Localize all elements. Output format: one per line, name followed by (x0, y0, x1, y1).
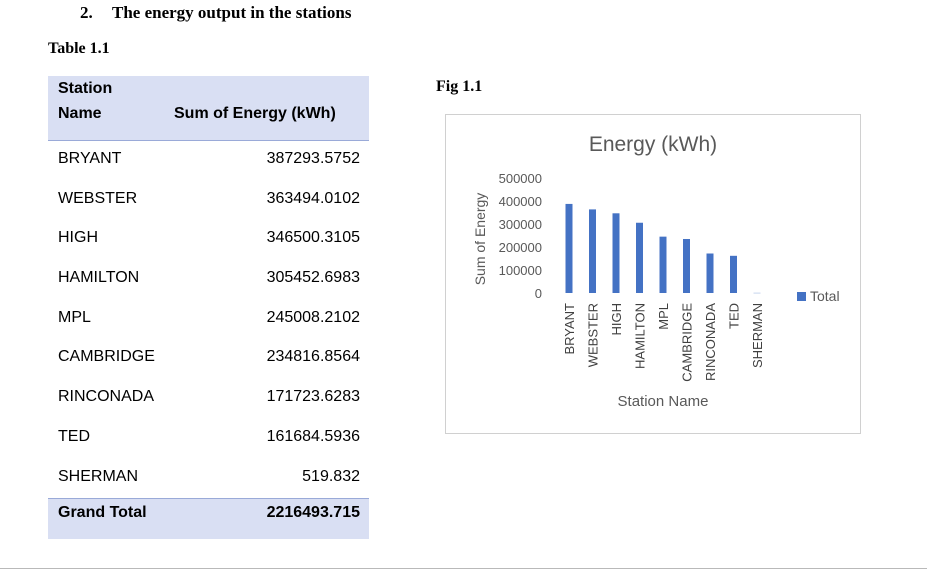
table-row: HAMILTON 305452.6983 (48, 260, 369, 300)
bar (730, 255, 737, 293)
y-tick-label: 100000 (499, 263, 542, 278)
energy-value-cell: 161684.5936 (266, 427, 360, 445)
y-axis-ticks: 0 100000 200000 300000 400000 500000 (499, 171, 542, 301)
y-tick-label: 300000 (499, 217, 542, 232)
station-name-cell: TED (58, 427, 90, 445)
station-name-header-line2: Name (58, 105, 102, 122)
station-name-cell: RINCONADA (58, 388, 155, 406)
x-tick-label: SHERMAN (750, 303, 765, 368)
figure-caption: Fig 1.1 (436, 78, 483, 95)
grand-total-row: Grand Total 2216493.715 (48, 498, 369, 540)
chart-title: Energy (kWh) (589, 133, 717, 156)
x-tick-label: RINCONADA (703, 303, 718, 381)
x-tick-label: BRYANT (562, 303, 577, 355)
legend-label: Total (810, 288, 840, 304)
station-name-cell: SHERMAN (58, 467, 139, 485)
station-name-cell: HAMILTON (58, 269, 140, 287)
table-row: BRYANT 387293.5752 (48, 141, 369, 181)
grand-total-label: Grand Total (58, 504, 147, 522)
station-name-cell: HIGH (58, 229, 98, 247)
y-tick-label: 200000 (499, 240, 542, 255)
energy-value-cell: 363494.0102 (266, 189, 360, 207)
table-row: WEBSTER 363494.0102 (48, 181, 369, 221)
x-tick-label: HAMILTON (633, 303, 648, 369)
table-row: RINCONADA 171723.6283 (48, 379, 369, 419)
page-bottom-rule (0, 568, 927, 569)
energy-value-cell: 519.832 (302, 467, 360, 485)
table-row: HIGH 346500.3105 (48, 220, 369, 260)
bar (706, 253, 714, 293)
legend-swatch (797, 292, 806, 301)
station-name-cell: CAMBRIDGE (58, 348, 155, 366)
station-name-cell: MPL (58, 308, 91, 326)
sum-of-energy-header: Sum of Energy (kWh) (174, 105, 336, 122)
y-tick-label: 400000 (499, 194, 542, 209)
chart-svg: Energy (kWh) Sum of Energy Station Name … (472, 133, 840, 410)
y-axis-label: Sum of Energy (472, 193, 488, 286)
pivot-table: Station Name Sum of Energy (kWh) BRYANT 3… (48, 76, 369, 540)
bars (565, 203, 761, 294)
energy-bar-chart: Energy (kWh) Sum of Energy Station Name … (445, 114, 861, 434)
bar (683, 238, 690, 293)
energy-value-cell: 245008.2102 (266, 308, 360, 326)
x-tick-label: WEBSTER (586, 303, 601, 367)
table-body: BRYANT 387293.5752 WEBSTER 363494.0102 HIGH 3… (48, 141, 369, 498)
section-title: The energy output in the stations (112, 3, 352, 22)
table-header: Station Name Sum of Energy (kWh) (48, 76, 369, 141)
bar (589, 209, 596, 293)
bar (636, 222, 643, 293)
chart-legend: Total (797, 288, 840, 304)
y-tick-label: 500000 (499, 171, 542, 186)
bar (659, 236, 667, 293)
grand-total-value: 2216493.715 (266, 504, 360, 522)
x-tick-label: TED (727, 303, 742, 329)
energy-value-cell: 305452.6983 (266, 269, 360, 287)
x-axis-ticks: BRYANT WEBSTER HIGH HAMILTON MPL CAMBRIDGE RIN… (562, 303, 765, 382)
table-row: SHERMAN 519.832 (48, 459, 369, 499)
x-tick-label: HIGH (609, 303, 624, 336)
station-name-cell: BRYANT (58, 150, 122, 167)
x-tick-label: MPL (656, 303, 671, 330)
station-name-cell: WEBSTER (58, 189, 138, 207)
table-row: CAMBRIDGE 234816.8564 (48, 339, 369, 379)
energy-value-cell: 387293.5752 (266, 150, 360, 167)
table-caption: Table 1.1 (48, 40, 110, 57)
energy-value-cell: 234816.8564 (266, 348, 360, 366)
x-axis-label: Station Name (618, 393, 709, 410)
energy-value-cell: 171723.6283 (266, 388, 360, 406)
bar (612, 213, 620, 293)
y-tick-label: 0 (535, 286, 542, 301)
section-heading: 2. The energy output in the stations (80, 3, 351, 23)
x-tick-label: CAMBRIDGE (680, 303, 695, 382)
section-number: 2. (80, 3, 93, 22)
table-row: MPL 245008.2102 (48, 300, 369, 340)
station-name-header-line1: Station (58, 80, 113, 97)
bar (565, 203, 573, 293)
table-row: TED 161684.5936 (48, 419, 369, 459)
energy-value-cell: 346500.3105 (266, 229, 360, 247)
